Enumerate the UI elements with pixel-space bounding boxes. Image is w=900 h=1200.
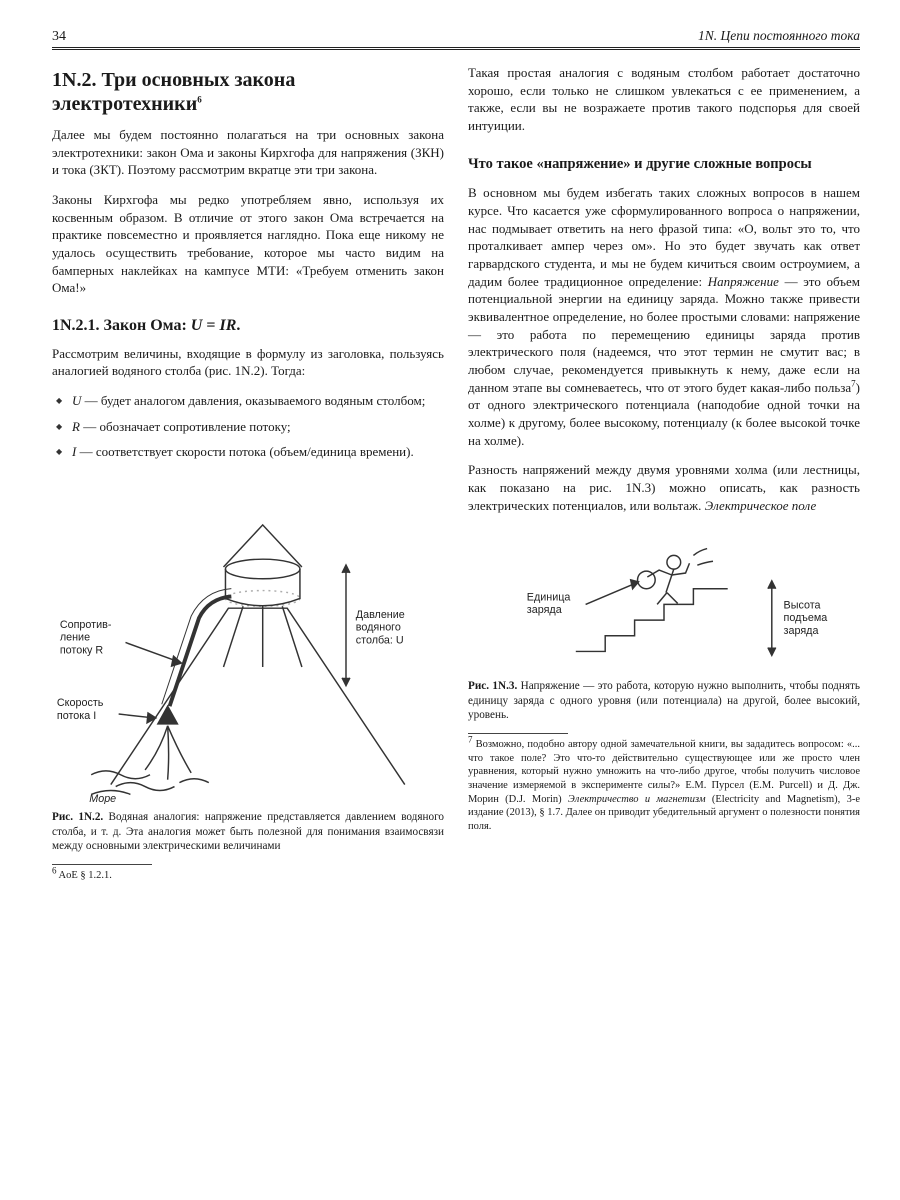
fig2-label-height-3: заряда — [784, 625, 819, 637]
figure-1n3-caption-label: Рис. 1N.3. — [468, 680, 517, 692]
para-text: — это объем потенциальной энергии на еди… — [468, 274, 860, 395]
footnote-marker: 7 — [468, 735, 473, 745]
fig2-label-height-1: Высота — [784, 600, 821, 612]
footnote-text: AoE § 1.2.1. — [59, 870, 112, 881]
svg-text:Давление: Давление — [356, 609, 405, 621]
staircase-diagram: Единица заряда Высота подъема заряда — [468, 526, 860, 673]
body-paragraph: Законы Кирхгофа мы редко употребляем явн… — [52, 191, 444, 297]
body-paragraph: Рассмотрим величины, входящие в формулу … — [52, 345, 444, 380]
page-number: 34 — [52, 29, 66, 45]
svg-text:потока I: потока I — [57, 710, 96, 722]
fig1-label-resistance-2: ление — [60, 632, 90, 644]
fig2-label-unit-1: Единица — [527, 592, 571, 604]
fig1-label-pressure-2: водяного — [356, 622, 401, 634]
bullet-list: U — будет аналогом давления, оказываемог… — [52, 392, 444, 461]
section-heading-footnote-marker: 6 — [197, 94, 202, 104]
body-paragraph: Далее мы будем постоянно полагаться на т… — [52, 126, 444, 179]
svg-text:Сопротив-: Сопротив- — [60, 619, 112, 631]
figure-1n2-caption-label: Рис. 1N.2. — [52, 811, 103, 823]
fig1-label-pressure-3: столба: U — [356, 635, 404, 647]
list-item: R — обозначает сопротивление потоку; — [64, 418, 444, 436]
list-item: U — будет аналогом давления, оказываемог… — [64, 392, 444, 410]
figure-1n3-caption: Рис. 1N.3. Напряжение — это работа, кото… — [468, 679, 860, 723]
svg-text:Высота: Высота — [784, 600, 821, 612]
fig2-label-height-2: подъема — [784, 612, 828, 624]
right-column: Такая простая аналогия с водяным столбом… — [468, 64, 860, 883]
chapter-title: 1N. Цепи постоянного тока — [698, 28, 860, 44]
svg-text:столба: U: столба: U — [356, 635, 404, 647]
fig1-label-sea: Море — [89, 793, 116, 804]
fig1-label-flow-2: потока I — [57, 710, 96, 722]
footnote-6: 6 AoE § 1.2.1. — [52, 869, 444, 883]
svg-text:подъема: подъема — [784, 612, 828, 624]
svg-text:Единица: Единица — [527, 592, 571, 604]
figure-1n2-caption-text: Водяная аналогия: напряжение представляе… — [52, 811, 444, 852]
body-paragraph: Такая простая аналогия с водяным столбом… — [468, 64, 860, 135]
water-tower-diagram: Сопротив- ление потоку R Скорость потока… — [52, 471, 444, 804]
footnote-italic: Электричество и магнетизм — [568, 794, 706, 805]
fig1-label-resistance-1: Сопротив- — [60, 619, 112, 631]
fig1-label-flow-1: Скорость — [57, 697, 104, 709]
footnote-separator — [52, 864, 152, 865]
figure-1n3-caption-text: Напряжение — это работа, которую нужно в… — [468, 680, 860, 721]
list-item: I — соответствует скорости потока (объем… — [64, 443, 444, 461]
list-item-rest: — обозначает сопротивление потоку; — [83, 419, 290, 434]
fig1-label-pressure-1: Давление — [356, 609, 405, 621]
figure-1n3: Единица заряда Высота подъема заряда Рис… — [468, 526, 860, 723]
footnote-marker: 6 — [52, 866, 57, 876]
svg-text:Скорость: Скорость — [57, 697, 104, 709]
subheading: Что такое «напряжение» и другие сложные … — [468, 155, 860, 175]
footnote-separator — [468, 733, 568, 734]
footnote-7: 7 Возможно, подобно автору одной замечат… — [468, 738, 860, 833]
page-header: 34 1N. Цепи постоянного тока — [52, 28, 860, 50]
list-item-rest: — будет аналогом давления, оказываемого … — [85, 393, 426, 408]
fig2-label-unit-2: заряда — [527, 605, 562, 617]
list-item-rest: — соответствует скорости потока (объем/е… — [80, 444, 414, 459]
fig1-label-resistance-3: потоку R — [60, 644, 104, 656]
figure-1n2-caption: Рис. 1N.2. Водяная аналогия: напряжение … — [52, 810, 444, 854]
subsection-heading: 1N.2.1. Закон Ома: U = IR. — [52, 315, 444, 337]
body-paragraph: Разность напряжений между двумя уровнями… — [468, 461, 860, 514]
left-column: 1N.2. Три основных закона электротехники… — [52, 64, 444, 883]
svg-text:водяного: водяного — [356, 622, 401, 634]
para-italic: Электрическое поле — [705, 498, 817, 513]
section-heading-text: 1N.2. Три основных закона электротехники — [52, 69, 295, 115]
subsection-heading-text: 1N.2.1. Закон Ома: U = IR. — [52, 317, 240, 334]
svg-text:заряда: заряда — [784, 625, 819, 637]
svg-text:потоку R: потоку R — [60, 644, 104, 656]
body-paragraph: В основном мы будем избегать таких сложн… — [468, 184, 860, 449]
section-heading: 1N.2. Три основных закона электротехники… — [52, 68, 444, 116]
para-italic: Напряжение — [708, 274, 779, 289]
svg-text:заряда: заряда — [527, 605, 562, 617]
svg-text:ление: ление — [60, 632, 90, 644]
figure-1n2: Сопротив- ление потоку R Скорость потока… — [52, 471, 444, 854]
svg-text:Море: Море — [89, 793, 116, 804]
